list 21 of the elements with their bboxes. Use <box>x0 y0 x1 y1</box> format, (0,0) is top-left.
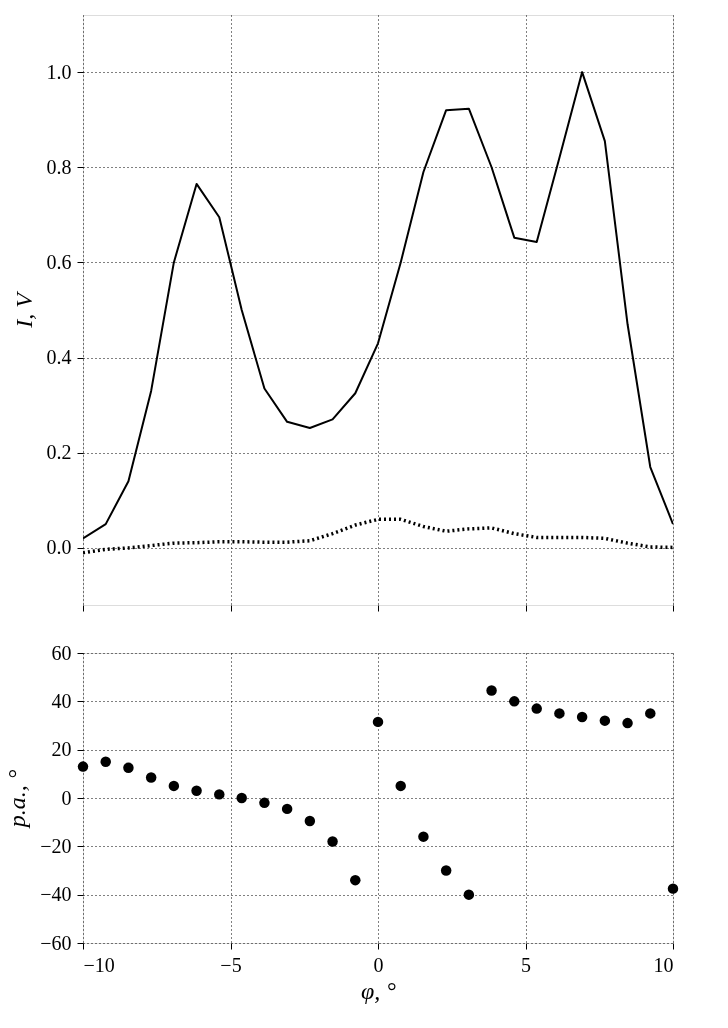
y-tick-label: 1.0 <box>46 60 72 83</box>
y-axis-title: I, V <box>10 290 37 329</box>
y-tick-label: 0.2 <box>46 441 72 464</box>
x-tick-label: 10 <box>653 953 674 976</box>
y-tick-label: 0.8 <box>46 155 72 178</box>
x-tick-label: −5 <box>220 953 242 976</box>
x-tick-label: 0 <box>373 953 384 976</box>
x-tick-label: −10 <box>83 953 115 976</box>
y-tick-label: 0.6 <box>46 250 72 273</box>
y-tick-label: 0 <box>61 786 72 809</box>
x-axis-title: φ, ° <box>361 977 397 1004</box>
y-tick-label: 0.0 <box>46 536 72 559</box>
y-tick-label: 20 <box>51 738 72 761</box>
y-axis-title: p.a., ° <box>4 769 31 830</box>
y-tick-label: −20 <box>40 834 72 857</box>
y-tick-label: −60 <box>40 931 72 954</box>
y-tick-label: 0.4 <box>46 346 72 369</box>
y-tick-label: −40 <box>40 883 72 906</box>
y-tick-label: 60 <box>51 641 72 664</box>
y-tick-label: 40 <box>51 689 72 712</box>
x-tick-label: 5 <box>521 953 531 976</box>
